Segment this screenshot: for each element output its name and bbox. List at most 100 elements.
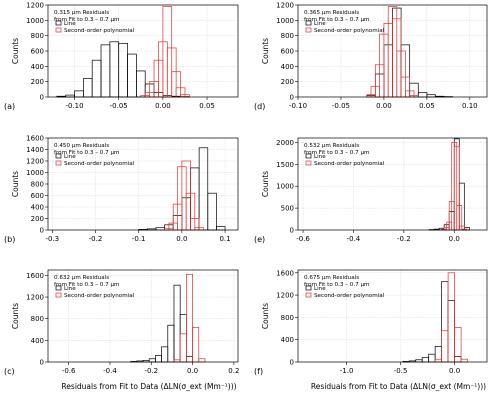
y-axis-label: Counts bbox=[261, 171, 270, 197]
x-tick-label: 0.05 bbox=[199, 102, 215, 110]
y-tick-label: 400 bbox=[281, 336, 294, 344]
bar-line bbox=[148, 358, 156, 363]
bar-line bbox=[155, 355, 162, 363]
y-tick-label: 600 bbox=[281, 48, 294, 56]
bar-line bbox=[136, 70, 146, 98]
bar-line bbox=[127, 53, 137, 98]
x-tick-label: 0.0 bbox=[449, 367, 460, 375]
annotation-line: from Fit to 0.3 – 0.7 µm bbox=[54, 150, 119, 156]
x-tick-label: -0.2 bbox=[89, 235, 103, 243]
legend-label: Line bbox=[64, 21, 76, 27]
x-tick-label: 0.0 bbox=[187, 367, 198, 375]
y-tick-label: 200 bbox=[281, 78, 294, 86]
bar-line bbox=[100, 44, 111, 98]
y-tick-label: 0 bbox=[40, 94, 44, 102]
bar-line bbox=[179, 314, 187, 363]
x-tick-label: -0.4 bbox=[347, 235, 361, 243]
annotation-line: 0.532 µm Residuals bbox=[304, 143, 359, 149]
y-tick-label: 0 bbox=[290, 227, 294, 235]
x-tick-label: 0.05 bbox=[419, 102, 435, 110]
y-axis-label: Counts bbox=[11, 38, 20, 64]
x-axis-label: Residuals from Fit to Data (ΔLN(σ_ext (M… bbox=[61, 382, 236, 391]
panel-a: -0.10 -0.05 0.00 0.05 0 200 400 600 800 1000 1200 C… bbox=[4, 2, 239, 111]
legend-swatch-polynomial bbox=[55, 27, 62, 33]
y-tick-label: 1600 bbox=[26, 272, 44, 280]
y-tick-label: 200 bbox=[31, 215, 44, 223]
y-tick-label: 1600 bbox=[26, 135, 44, 143]
legend-label: Line bbox=[314, 154, 326, 160]
legend-swatch-line bbox=[305, 153, 312, 159]
panel-f: -1.0 -0.5 0.0 0 400 800 1200 1600 Counts (f) 0.675… bbox=[254, 269, 488, 391]
y-tick-label: 600 bbox=[31, 192, 44, 200]
y-tick-label: 0 bbox=[290, 94, 294, 102]
legend-swatch-line bbox=[55, 285, 62, 291]
y-tick-label: 1600 bbox=[276, 269, 294, 277]
bar-polynomial bbox=[434, 358, 442, 363]
bar-line bbox=[428, 353, 436, 363]
bar-line bbox=[421, 357, 430, 363]
bar-line bbox=[454, 356, 462, 363]
annotation-line: 0.365 µm Residuals bbox=[304, 10, 359, 16]
x-tick-label: -0.2 bbox=[397, 235, 411, 243]
y-axis-label: Counts bbox=[261, 38, 270, 64]
x-tick-label: -0.1 bbox=[132, 235, 146, 243]
x-tick-label: -0.05 bbox=[332, 102, 350, 110]
legend-swatch-line bbox=[55, 153, 62, 159]
bar-line bbox=[441, 281, 449, 363]
annotation-line: from Fit to 0.3 – 0.7 µm bbox=[54, 17, 119, 23]
bar-line bbox=[118, 42, 128, 98]
legend-swatch-polynomial bbox=[305, 160, 312, 166]
bar-line bbox=[434, 346, 442, 363]
panel-label: (e) bbox=[254, 235, 265, 244]
y-axis-label: Counts bbox=[261, 303, 270, 329]
legend-label: Second-order polynomial bbox=[314, 161, 385, 167]
legend-label: Second-order polynomial bbox=[64, 293, 135, 299]
legend-swatch-polynomial bbox=[305, 27, 312, 33]
y-tick-label: 800 bbox=[281, 314, 294, 322]
bar-polynomial bbox=[441, 330, 449, 363]
bar-line bbox=[216, 226, 226, 231]
y-axis-label: Counts bbox=[11, 303, 20, 329]
y-tick-label: 200 bbox=[31, 78, 44, 86]
legend-label: Second-order polynomial bbox=[64, 28, 135, 34]
legend-swatch-line bbox=[305, 20, 312, 26]
annotation-line: from Fit to 0.3 – 0.7 µm bbox=[54, 282, 119, 288]
y-tick-label: 1000 bbox=[26, 169, 44, 177]
x-tick-label: -0.4 bbox=[103, 367, 117, 375]
bar-line bbox=[207, 192, 217, 231]
bar-line bbox=[167, 324, 175, 363]
y-tick-label: 400 bbox=[31, 204, 44, 212]
legend-label: Second-order polynomial bbox=[314, 28, 385, 34]
legend-label: Line bbox=[64, 286, 76, 292]
x-tick-label: -0.5 bbox=[394, 367, 408, 375]
x-tick-label: 0.00 bbox=[376, 102, 392, 110]
y-tick-label: 1000 bbox=[276, 183, 294, 191]
x-tick-label: -0.10 bbox=[289, 102, 307, 110]
y-tick-label: 0 bbox=[40, 359, 44, 367]
annotation-line: 0.450 µm Residuals bbox=[54, 143, 109, 149]
x-tick-label: 0.0 bbox=[449, 235, 460, 243]
bar-line bbox=[82, 78, 93, 98]
bar-polynomial bbox=[179, 333, 187, 363]
x-tick-label: -0.10 bbox=[65, 102, 83, 110]
x-tick-label: -0.3 bbox=[45, 235, 59, 243]
y-tick-label: 1000 bbox=[26, 17, 44, 25]
y-tick-label: 1200 bbox=[26, 294, 44, 302]
x-tick-label: 0.00 bbox=[155, 102, 171, 110]
y-tick-label: 800 bbox=[281, 32, 294, 40]
bar-line bbox=[198, 147, 209, 231]
y-tick-label: 1000 bbox=[276, 17, 294, 25]
legend-label: Line bbox=[64, 154, 76, 160]
legend-swatch-line bbox=[305, 285, 312, 291]
legend-swatch-polynomial bbox=[55, 292, 62, 298]
x-tick-label: -0.05 bbox=[110, 102, 128, 110]
panel-label: (b) bbox=[4, 235, 15, 244]
annotation-line: from Fit to 0.3 – 0.7 µm bbox=[304, 17, 369, 23]
bar-line bbox=[91, 59, 102, 98]
plot-frame bbox=[297, 137, 488, 231]
y-tick-label: 1400 bbox=[26, 146, 44, 154]
bar-polynomial bbox=[454, 327, 462, 363]
legend-label: Second-order polynomial bbox=[64, 161, 135, 167]
y-tick-label: 1200 bbox=[276, 2, 294, 10]
y-tick-label: 400 bbox=[281, 63, 294, 71]
